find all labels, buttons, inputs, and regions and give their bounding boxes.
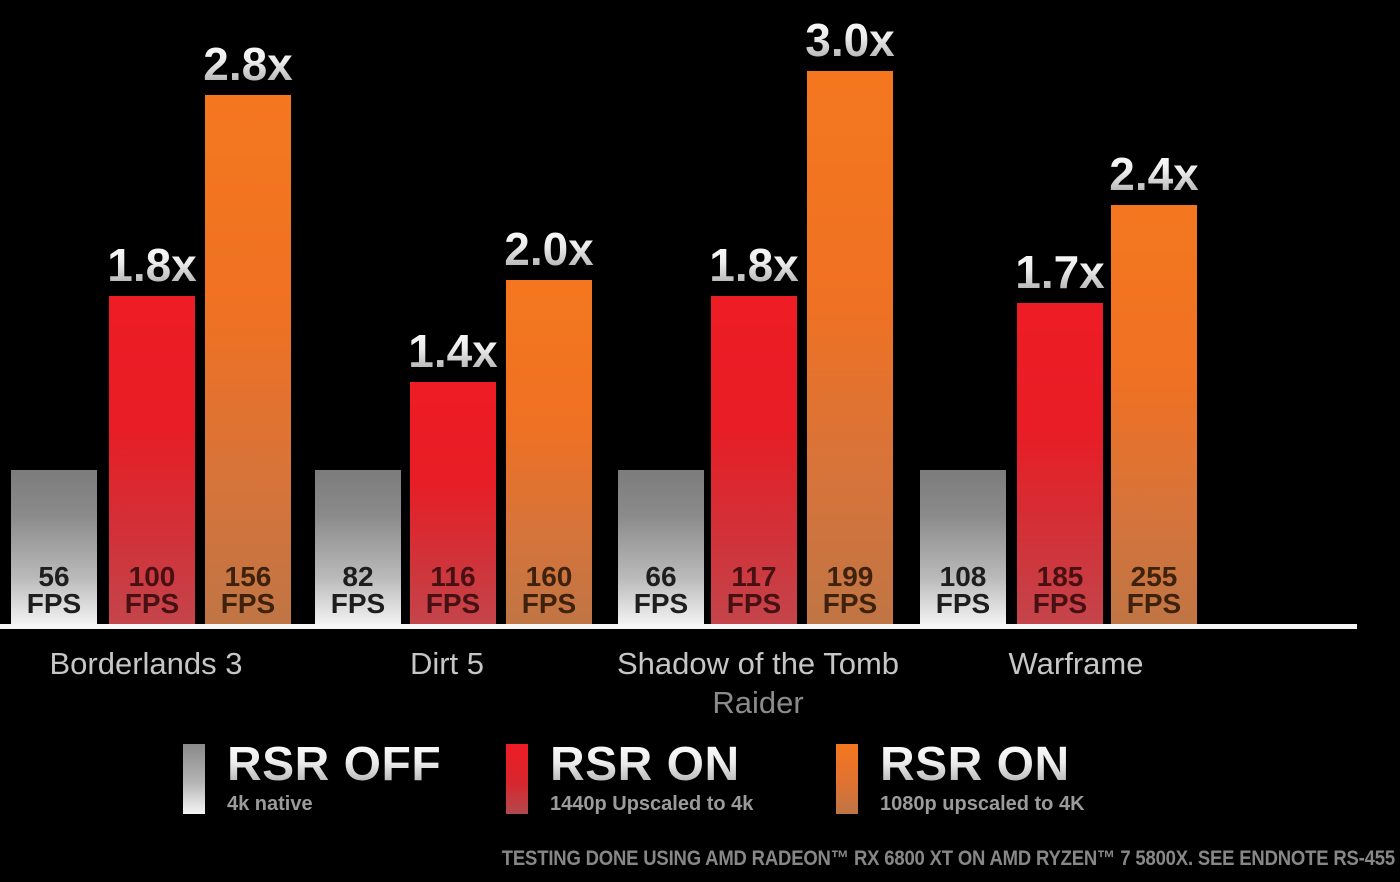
bar-value-label: 82 FPS	[315, 561, 401, 619]
fps-value: 66	[645, 561, 677, 592]
bar-value-label: 199 FPS	[807, 561, 893, 619]
bar-value-label: 185 FPS	[1017, 561, 1103, 619]
bar-red-warframe: 185 FPS	[1017, 303, 1103, 624]
bar-value-label: 117 FPS	[711, 561, 797, 619]
multiplier-label: 1.7x	[980, 247, 1140, 297]
legend-subtitle: 1440p Upscaled to 4k	[550, 793, 754, 815]
fps-value: 255	[1130, 561, 1178, 592]
bar-orange-borderlands-3: 156 FPS	[205, 95, 291, 624]
fps-unit: FPS	[425, 588, 481, 619]
fps-unit: FPS	[330, 588, 386, 619]
fps-value: 156	[224, 561, 272, 592]
bar-red-borderlands-3: 100 FPS	[109, 296, 195, 624]
fps-value: 56	[38, 561, 70, 592]
legend-title: RSR ON	[880, 740, 1085, 790]
bar-orange-warframe: 255 FPS	[1111, 205, 1197, 624]
legend-item-rsr-on-1: RSR ON 1440p Upscaled to 4k	[506, 740, 753, 816]
fps-unit: FPS	[822, 588, 878, 619]
bar-value-label: 108 FPS	[920, 561, 1006, 619]
legend-swatch-gray	[183, 744, 205, 814]
bar-gray-warframe: 108 FPS	[920, 470, 1006, 624]
bar-gray-shadow-of-the-tomb-raider: 66 FPS	[618, 470, 704, 624]
legend-swatch-red	[506, 744, 528, 814]
category-label-borderlands-3: Borderlands 3	[0, 644, 356, 683]
fps-value: 100	[128, 561, 176, 592]
multiplier-label: 1.8x	[72, 240, 232, 290]
multiplier-label: 3.0x	[770, 15, 930, 65]
bar-value-label: 66 FPS	[618, 561, 704, 619]
multiplier-label: 1.4x	[373, 326, 533, 376]
multiplier-label: 2.4x	[1074, 149, 1234, 199]
multiplier-label: 1.8x	[674, 240, 834, 290]
bar-red-dirt-5: 116 FPS	[410, 382, 496, 624]
fps-unit: FPS	[26, 588, 82, 619]
fps-value: 82	[342, 561, 374, 592]
bar-orange-dirt-5: 160 FPS	[506, 280, 592, 624]
category-label-line: Raider	[712, 685, 804, 720]
fps-value: 160	[525, 561, 573, 592]
bar-value-label: 160 FPS	[506, 561, 592, 619]
legend-title: RSR ON	[550, 740, 753, 790]
category-label-dirt-5: Dirt 5	[237, 644, 657, 683]
fps-value: 117	[731, 561, 777, 592]
fps-value: 185	[1036, 561, 1084, 592]
multiplier-label: 2.0x	[469, 224, 629, 274]
fps-value: 116	[430, 561, 476, 592]
bar-orange-shadow-of-the-tomb-raider: 199 FPS	[807, 71, 893, 624]
fps-unit: FPS	[124, 588, 180, 619]
footnote-text: TESTING DONE USING AMD RADEON™ RX 6800 X…	[501, 847, 1395, 870]
category-label-line: Shadow of the Tomb	[616, 646, 900, 681]
bar-value-label: 100 FPS	[109, 561, 195, 619]
fps-unit: FPS	[633, 588, 689, 619]
fps-unit: FPS	[935, 588, 991, 619]
legend-text: RSR ON 1080p upscaled to 4K	[880, 740, 1085, 816]
bar-red-shadow-of-the-tomb-raider: 117 FPS	[711, 296, 797, 624]
bar-value-label: 116 FPS	[410, 561, 496, 619]
legend-subtitle: 4k native	[227, 793, 313, 815]
category-label-warframe: Warframe	[866, 644, 1286, 683]
fps-unit: FPS	[1032, 588, 1088, 619]
category-label-shadow-of-the-tomb-raider: Shadow of the Tomb Raider	[548, 644, 968, 722]
category-label-line: Warframe	[1008, 646, 1144, 681]
fps-unit: FPS	[1126, 588, 1182, 619]
bar-gray-borderlands-3: 56 FPS	[11, 470, 97, 624]
legend-title: RSR OFF	[227, 738, 442, 791]
legend-swatch-orange	[836, 744, 858, 814]
legend-subtitle: 1080p upscaled to 4K	[880, 793, 1085, 815]
bar-value-label: 156 FPS	[205, 561, 291, 619]
fps-unit: FPS	[521, 588, 577, 619]
multiplier-label: 2.8x	[168, 39, 328, 89]
fps-value: 108	[939, 561, 987, 592]
bar-gray-dirt-5: 82 FPS	[315, 470, 401, 624]
fps-unit: FPS	[726, 588, 782, 619]
fps-value: 199	[826, 561, 874, 592]
bar-value-label: 56 FPS	[11, 561, 97, 619]
category-label-line: Dirt 5	[409, 646, 485, 681]
x-axis-line	[0, 624, 1357, 629]
legend-item-rsr-off-0: RSR OFF 4k native	[183, 740, 441, 816]
legend-text: RSR OFF 4k native	[227, 740, 441, 816]
legend-text: RSR ON 1440p Upscaled to 4k	[550, 740, 753, 816]
category-label-line: Borderlands 3	[49, 646, 243, 681]
bar-value-label: 255 FPS	[1111, 561, 1197, 619]
legend-item-rsr-on-2: RSR ON 1080p upscaled to 4K	[836, 740, 1085, 816]
fps-unit: FPS	[220, 588, 276, 619]
